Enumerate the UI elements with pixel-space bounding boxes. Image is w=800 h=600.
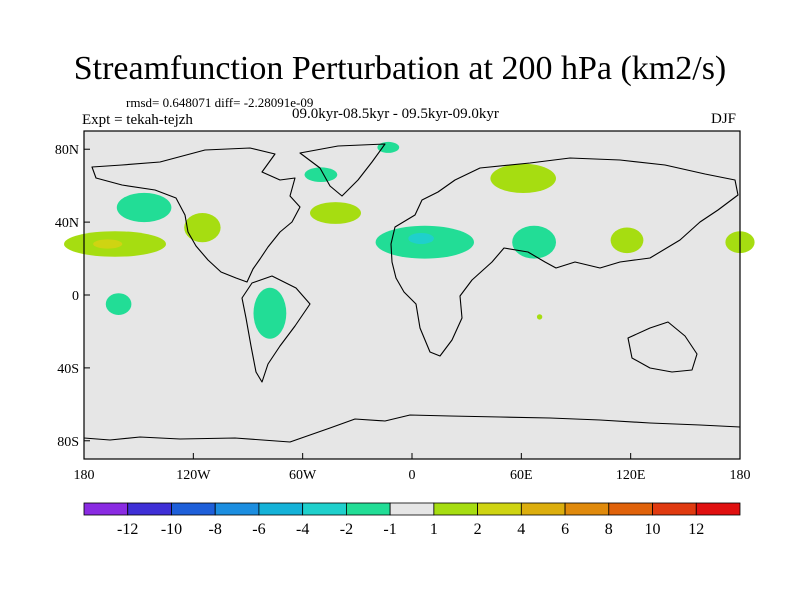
colorbar-label: 2 bbox=[474, 521, 482, 538]
stats-label: rmsd= 0.648071 diff= -2.28091e-09 bbox=[126, 95, 314, 110]
axes: 180 120W 60W 0 60E 120E 180 80N 40N 0 40S 80S bbox=[55, 143, 751, 483]
colorbar-swatch bbox=[695, 502, 741, 516]
colorbar-label: -2 bbox=[340, 521, 353, 538]
colorbar-swatch bbox=[127, 502, 172, 516]
colorbar-swatch bbox=[520, 502, 566, 516]
colorbar-swatch bbox=[564, 502, 610, 516]
x-tick-label: 180 bbox=[74, 468, 95, 483]
y-tick-label: 80S bbox=[57, 435, 79, 450]
coastline-eurasia-africa bbox=[390, 157, 739, 357]
anomaly-region-14 bbox=[105, 293, 132, 315]
x-tick-label: 60W bbox=[289, 468, 317, 483]
colorbar-label: 6 bbox=[561, 521, 569, 538]
anomaly-region-6 bbox=[304, 167, 338, 182]
colorbar-label: -10 bbox=[161, 521, 182, 538]
colorbar-swatch bbox=[477, 502, 522, 516]
experiment-label: Expt = tekah-tejzh bbox=[82, 112, 193, 128]
anomaly-region-9 bbox=[408, 233, 434, 244]
anomaly-region-4 bbox=[184, 213, 221, 243]
colorbar-swatch bbox=[433, 502, 478, 516]
anomaly-region-12 bbox=[610, 227, 644, 254]
anomaly-region-7 bbox=[310, 202, 361, 224]
colorbar-label: -12 bbox=[117, 521, 138, 538]
anomaly-region-3 bbox=[93, 239, 123, 249]
colorbar-label: 12 bbox=[688, 521, 704, 538]
colorbar-swatch bbox=[214, 502, 260, 516]
colorbar-label: 8 bbox=[605, 521, 613, 538]
anomaly-layer bbox=[64, 141, 755, 339]
y-tick-label: 80N bbox=[55, 143, 79, 158]
plot-background bbox=[84, 131, 740, 459]
colorbar-label: 1 bbox=[430, 521, 438, 538]
x-tick-label: 120W bbox=[176, 468, 211, 483]
colorbar-swatch bbox=[608, 502, 653, 516]
colorbar-label: -1 bbox=[383, 521, 396, 538]
x-tick-label: 60E bbox=[510, 468, 533, 483]
colorbar-swatch bbox=[83, 502, 129, 516]
anomaly-region-16 bbox=[536, 314, 543, 320]
y-tick-label: 40N bbox=[55, 216, 79, 231]
colorbar-swatch bbox=[302, 502, 347, 516]
colorbar-label: 10 bbox=[645, 521, 661, 538]
anomaly-region-15 bbox=[253, 287, 287, 339]
colorbar: -12 -10 -8 -6 -4 -2 -1 1 2 4 6 8 10 12 bbox=[83, 502, 741, 538]
colorbar-swatch bbox=[345, 502, 391, 516]
anomaly-region-10 bbox=[490, 163, 556, 193]
anomaly-region-1 bbox=[116, 192, 172, 223]
coastline-greenland bbox=[299, 143, 386, 197]
y-tick-label: 0 bbox=[72, 289, 79, 304]
coastline-australia bbox=[627, 321, 698, 373]
x-tick-label: 0 bbox=[409, 468, 416, 483]
colorbar-label: -6 bbox=[252, 521, 265, 538]
x-tick-label: 180 bbox=[730, 468, 751, 483]
y-tick-label: 40S bbox=[57, 362, 79, 377]
period-label: 09.0kyr-08.5kyr - 09.5kyr-09.0kyr bbox=[292, 106, 499, 122]
colorbar-swatch bbox=[171, 502, 216, 516]
colorbar-swatch bbox=[389, 502, 435, 516]
coastline-north-america bbox=[91, 147, 301, 283]
colorbar-label: -4 bbox=[296, 521, 309, 538]
colorbar-label: -8 bbox=[209, 521, 222, 538]
season-label: DJF bbox=[711, 111, 737, 127]
anomaly-region-5 bbox=[377, 141, 400, 153]
coastline-antarctica bbox=[83, 414, 741, 443]
colorbar-swatch bbox=[258, 502, 304, 516]
anomaly-region-11 bbox=[512, 225, 556, 259]
coastline-south-america bbox=[241, 275, 311, 383]
coastlines bbox=[83, 143, 741, 443]
colorbar-label: 4 bbox=[517, 521, 525, 538]
colorbar-swatch bbox=[652, 502, 697, 516]
x-tick-label: 120E bbox=[616, 468, 646, 483]
chart-title: Streamfunction Perturbation at 200 hPa (… bbox=[73, 50, 727, 87]
